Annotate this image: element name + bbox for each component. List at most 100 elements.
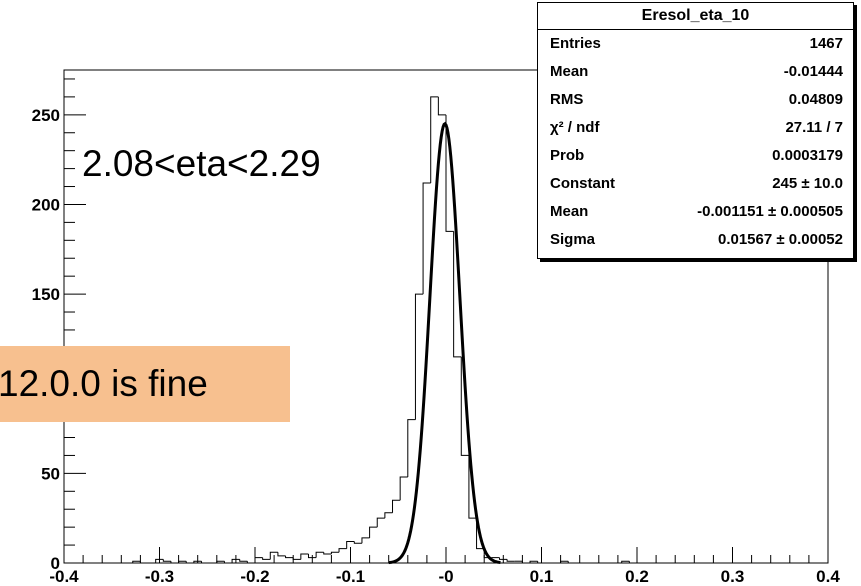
histogram-bin <box>269 551 278 560</box>
histogram-bin <box>414 293 424 420</box>
y-tick-label: 50 <box>41 464 60 483</box>
fit-curve <box>388 121 501 565</box>
histogram-bin <box>162 559 171 562</box>
stat-row: RMS 0.04809 <box>538 86 853 114</box>
histogram-bin <box>254 557 263 563</box>
stat-row: Prob 0.0003179 <box>538 142 853 170</box>
stat-value: -0.001151 ± 0.000505 <box>697 203 843 220</box>
histogram-bin <box>231 558 240 563</box>
x-tick-label: 0.2 <box>625 567 649 586</box>
histogram-bin <box>338 548 347 553</box>
stat-label: RMS <box>550 91 584 108</box>
histogram-bin <box>193 560 202 563</box>
histogram-bin <box>201 561 210 564</box>
histogram-bin <box>239 559 248 562</box>
histogram-bin <box>468 455 477 519</box>
histogram-bin <box>155 558 164 563</box>
y-tick-label: 200 <box>32 195 60 214</box>
histogram-bin <box>323 552 332 555</box>
histogram-bin <box>292 557 301 560</box>
histogram-bin <box>330 551 340 555</box>
eta-range-label: 2.08<eta<2.29 <box>82 143 321 184</box>
histogram-bin <box>399 476 408 501</box>
x-tick-label: -0.4 <box>49 567 79 586</box>
x-tick-label: -0 <box>438 567 453 586</box>
histogram-bin <box>246 561 255 564</box>
x-tick-label: 0.4 <box>816 567 840 586</box>
histogram-bin <box>621 560 630 563</box>
y-tick-label: 150 <box>32 285 60 304</box>
stat-label: Mean <box>550 203 589 220</box>
histogram-bin <box>132 560 141 563</box>
histogram-bin <box>560 560 569 563</box>
histogram-bin <box>185 561 194 564</box>
stat-label: χ² / ndf <box>550 119 600 136</box>
histogram-bin <box>430 96 439 183</box>
histogram-bin <box>376 517 385 528</box>
stat-row: Mean -0.001151 ± 0.000505 <box>538 198 853 226</box>
histogram-bin <box>178 560 187 563</box>
stat-row: Entries 1467 <box>538 30 853 58</box>
histogram-bin <box>139 561 149 564</box>
histogram-bin <box>506 559 515 562</box>
histogram-bin <box>223 561 233 564</box>
x-tick-label: -0.3 <box>145 567 174 586</box>
histogram-bin <box>170 561 179 564</box>
y-tick-labels: 050100150200250 <box>32 106 60 573</box>
stat-row: χ² / ndf 27.11 / 7 <box>538 114 853 142</box>
x-tick-labels: -0.4 -0.3 -0.2 -0.1 -0 0.1 0.2 0.3 0.4 <box>49 567 840 586</box>
histogram-bin <box>384 512 393 519</box>
histogram-bin <box>361 537 370 544</box>
stat-label: Entries <box>550 35 601 52</box>
stat-row: Mean -0.01444 <box>538 58 853 86</box>
histogram-bin <box>353 541 362 544</box>
histogram-bin <box>262 557 271 560</box>
stat-label: Mean <box>550 63 589 80</box>
x-tick-label: 0.3 <box>721 567 745 586</box>
histogram-bin <box>567 561 576 564</box>
histogram-bin <box>476 518 485 550</box>
histogram-bin <box>437 96 446 116</box>
x-tick-label: 0.1 <box>530 567 554 586</box>
stat-value: 0.04809 <box>788 91 843 108</box>
x-tick-label: -0.2 <box>240 567 269 586</box>
stat-label: Prob <box>550 147 585 164</box>
histogram-bin <box>369 526 378 538</box>
stat-value: 27.11 / 7 <box>785 119 843 136</box>
histogram-bin <box>307 554 317 559</box>
histogram-bin <box>300 553 309 560</box>
stat-value: 0.01567 ± 0.00052 <box>717 231 843 248</box>
stat-label: Constant <box>550 175 615 192</box>
note-text: 12.0.0 is fine <box>0 363 208 404</box>
histogram-bin <box>628 561 637 564</box>
stats-box: Eresol_eta_10 Entries 1467 Mean -0.01444 R… <box>537 2 854 259</box>
stat-value: -0.01444 <box>783 63 843 80</box>
histogram-bin <box>285 555 294 559</box>
histogram-bin <box>521 561 531 564</box>
histogram-bin <box>529 560 538 563</box>
x-tick-label: -0.1 <box>336 567 365 586</box>
histogram-bin <box>216 560 225 563</box>
histogram-bin <box>498 557 508 560</box>
histogram-bin <box>445 114 454 232</box>
stats-title: Eresol_eta_10 <box>538 3 853 30</box>
histogram-series <box>64 96 828 564</box>
y-tick-label: 0 <box>51 554 60 573</box>
histogram-bin <box>460 356 469 456</box>
gaussian-fit <box>388 121 501 565</box>
histogram-bin <box>346 540 355 549</box>
histogram-bin <box>392 499 401 513</box>
stat-value: 1467 <box>809 35 843 52</box>
stat-value: 0.0003179 <box>772 147 843 164</box>
y-tick-label: 250 <box>32 106 60 125</box>
note-box: 12.0.0 is fine <box>0 346 290 422</box>
stat-row: Constant 245 ± 10.0 <box>538 170 853 198</box>
stats-rows: Entries 1467 Mean -0.01444 RMS 0.04809 χ² /… <box>538 30 853 254</box>
histogram-bin <box>277 552 286 557</box>
histogram-bin <box>537 561 546 564</box>
histogram-bin <box>422 182 431 295</box>
stat-label: Sigma <box>550 231 596 248</box>
histogram-bin <box>407 419 416 477</box>
histogram-bin <box>315 551 324 558</box>
